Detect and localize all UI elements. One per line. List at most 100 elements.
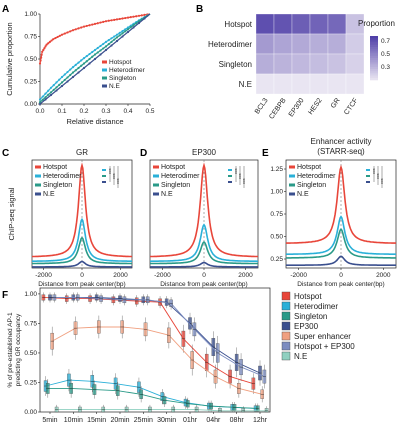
a-data-point xyxy=(96,51,99,54)
e-significance-label: *** xyxy=(377,173,383,179)
a-data-point xyxy=(137,20,141,23)
a-x-tick-label: 0.2 xyxy=(79,108,88,115)
a-data-point xyxy=(42,48,45,52)
d-legend-label: Heterodimer xyxy=(161,173,200,180)
a-data-point xyxy=(52,38,55,41)
c-y-axis-label: ChIP-seq signal xyxy=(7,187,16,240)
f-series-line xyxy=(50,296,261,374)
a-data-point xyxy=(74,63,77,66)
panel-letter-e: E xyxy=(262,148,269,159)
b-heat-cell xyxy=(327,53,347,75)
d-series-line xyxy=(150,261,258,268)
d-series-line xyxy=(150,162,258,258)
a-data-point xyxy=(93,22,97,25)
a-data-point xyxy=(48,40,52,44)
a-data-point xyxy=(39,59,42,62)
a-data-point xyxy=(135,22,138,25)
e-x-axis-label: Distance from peak center(bp) xyxy=(297,281,384,288)
f-x-tick-label: 04hr xyxy=(206,417,221,424)
b-heat-cell xyxy=(345,33,365,55)
b-heat-cell xyxy=(327,13,347,35)
b-legend-gradient-step xyxy=(370,75,378,79)
e-series-line xyxy=(286,228,396,259)
a-data-point xyxy=(60,81,64,84)
a-y-tick-label: 0.75 xyxy=(24,34,37,41)
a-data-point xyxy=(38,98,42,101)
a-data-point xyxy=(58,34,61,37)
b-legend-gradient-step xyxy=(370,62,378,65)
b-row-label: Heterodimer xyxy=(208,40,252,49)
a-data-point xyxy=(110,44,113,47)
e-title: Enhancer activity xyxy=(311,137,372,146)
c-x-tick-label: 2000 xyxy=(113,272,128,279)
a-data-point xyxy=(63,78,66,82)
d-x-tick-label: -2000 xyxy=(154,272,171,279)
a-y-tick-label: 0.25 xyxy=(24,79,37,86)
a-data-point xyxy=(104,45,108,48)
f-x-tick-label: 01hr xyxy=(183,417,198,424)
e-legend-label: Heterodimer xyxy=(297,173,336,180)
b-heat-cell xyxy=(327,33,347,55)
c-legend-label: Hotspot xyxy=(43,164,67,171)
a-data-point xyxy=(88,24,91,27)
panel-d-ep300-profile: EP300 -2000 0 2000 Distance from peak center… xyxy=(149,148,259,288)
a-legend-swatch xyxy=(102,76,107,80)
d-legend-swatch xyxy=(153,174,159,178)
a-data-point xyxy=(85,60,88,63)
e-significance-swatch xyxy=(366,175,370,177)
c-significance-swatch xyxy=(102,181,106,183)
a-data-point xyxy=(60,75,64,79)
a-data-point xyxy=(102,47,105,50)
a-data-point xyxy=(121,30,124,33)
e-significance-swatch xyxy=(366,169,370,171)
a-data-point xyxy=(85,54,88,58)
c-significance-swatch xyxy=(102,175,106,177)
b-row-label: Singleton xyxy=(219,60,252,69)
f-legend-label: Singleton xyxy=(294,312,327,321)
d-series-line xyxy=(150,241,258,265)
d-significance-label: *** xyxy=(243,178,249,184)
e-x-tick-label: 2000 xyxy=(376,272,391,279)
a-data-point xyxy=(88,62,91,65)
c-legend-swatch xyxy=(35,174,41,178)
d-significance-swatch xyxy=(228,181,232,183)
a-data-point xyxy=(77,71,80,74)
c-series-line xyxy=(32,236,132,265)
a-data-point xyxy=(60,84,64,88)
e-significance-label: *** xyxy=(373,168,379,174)
d-x-tick-label: 2000 xyxy=(238,272,253,279)
f-legend-label: Hotspot + EP300 xyxy=(294,342,355,351)
b-legend-gradient-step xyxy=(370,77,378,81)
f-x-tick-label: 12hr xyxy=(253,417,268,424)
a-legend-label: Singleton xyxy=(109,75,136,82)
a-x-tick-label: 0.1 xyxy=(57,108,66,115)
d-legend-swatch xyxy=(153,192,159,196)
b-heat-cell xyxy=(273,53,293,75)
a-data-point xyxy=(56,35,59,39)
f-box xyxy=(218,408,222,413)
a-data-point xyxy=(44,96,47,99)
a-data-point xyxy=(110,37,113,40)
b-legend-gradient-step xyxy=(370,58,378,61)
c-x-tick-label: 0 xyxy=(80,272,84,279)
panel-letter-b: B xyxy=(196,4,203,15)
a-data-point xyxy=(93,48,97,52)
a-data-point xyxy=(137,14,141,17)
a-data-point xyxy=(77,66,80,70)
f-y-tick-label: 0.00 xyxy=(24,409,37,416)
a-data-point xyxy=(124,28,127,31)
a-data-point xyxy=(99,21,102,24)
e-subtitle: (STARR-seq) xyxy=(317,147,365,156)
a-data-point xyxy=(41,98,44,101)
a-data-point xyxy=(118,17,121,21)
a-x-tick-label: 0.0 xyxy=(35,108,44,115)
d-legend-swatch xyxy=(153,165,159,169)
f-legend-swatch xyxy=(281,311,291,321)
a-data-point xyxy=(49,91,53,94)
a-x-axis-label: Relative distance xyxy=(66,117,123,126)
b-heat-cell xyxy=(291,33,311,55)
e-legend-swatch xyxy=(289,192,295,196)
d-x-axis-label: Distance from peak center(bp) xyxy=(160,281,247,288)
